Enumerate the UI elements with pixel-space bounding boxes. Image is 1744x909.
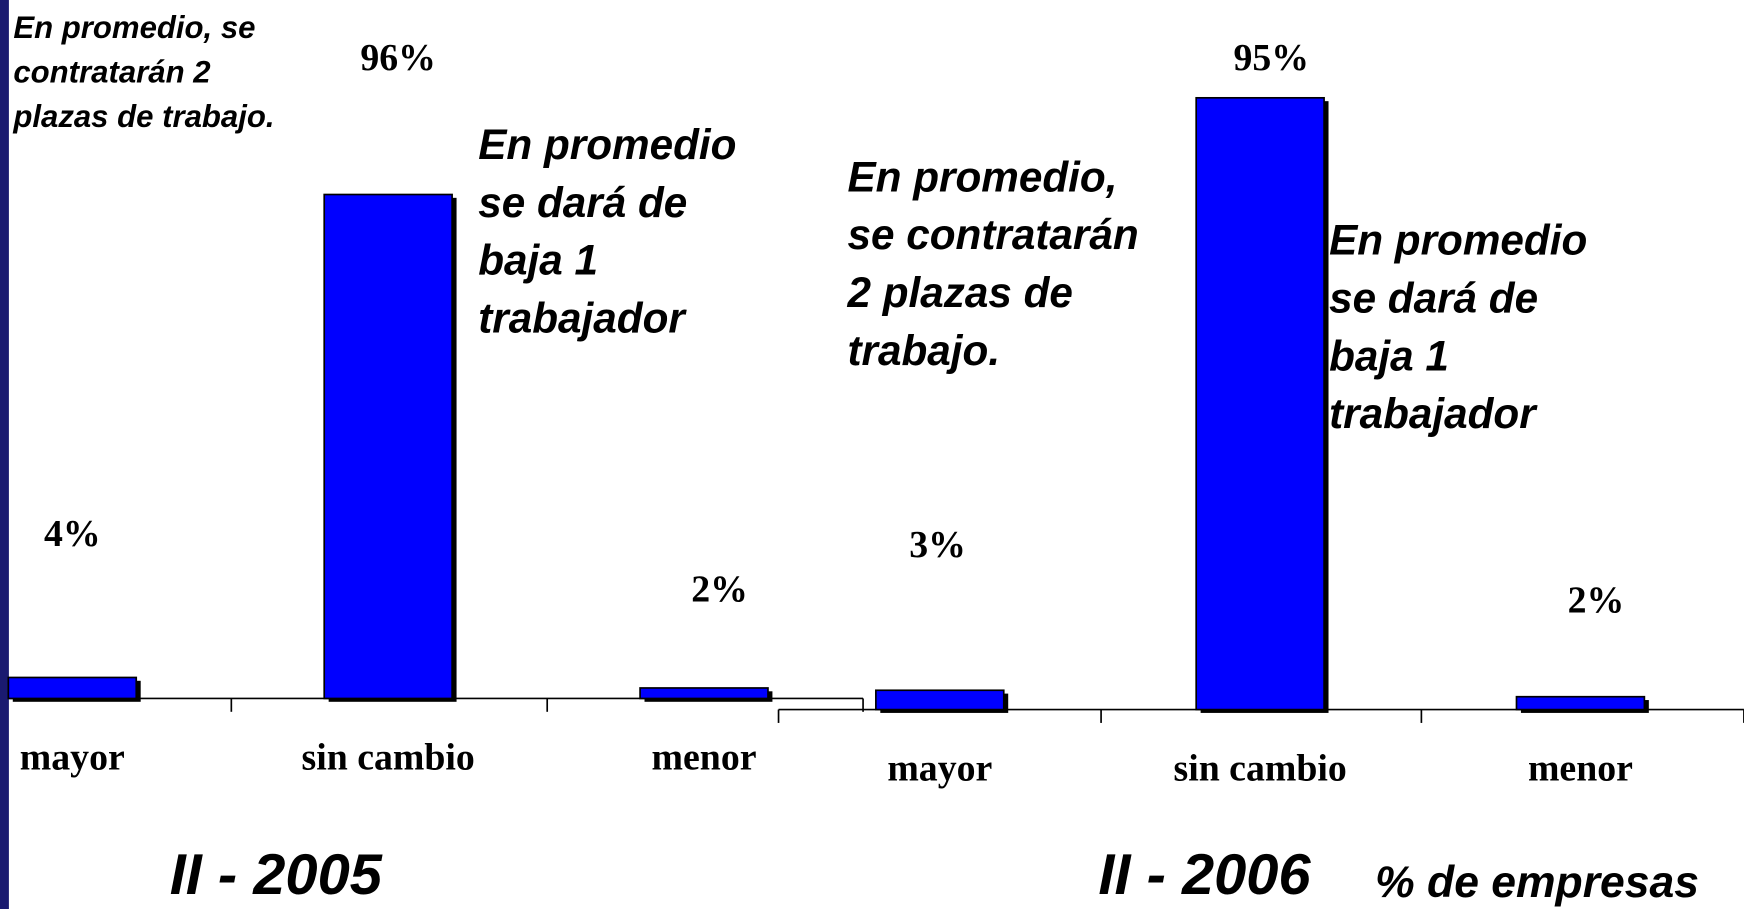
y-axis-label: % de empresas (1375, 858, 1699, 907)
annotation: baja 1 (1329, 332, 1449, 379)
x-tick-label: mayor (887, 748, 992, 790)
value-label: 3% (909, 524, 966, 566)
value-label: 2% (691, 568, 748, 610)
annotation: plazas de trabajo. (12, 99, 274, 134)
annotation: se contratarán (847, 211, 1138, 258)
bar (323, 193, 453, 700)
value-label: 2% (1568, 580, 1625, 622)
x-tick-label: menor (1528, 748, 1633, 790)
bar (875, 689, 1005, 711)
annotation: En promedio, se (13, 10, 255, 45)
annotation: se dará de (1329, 275, 1538, 322)
annotation: trabajador (478, 295, 687, 342)
value-label: 95% (1233, 37, 1309, 79)
chart-title: II - 2005 (170, 843, 383, 907)
annotation: se dará de (478, 179, 687, 226)
value-label: 96% (360, 37, 436, 79)
x-tick-label: sin cambio (302, 736, 475, 778)
annotation: En promedio (478, 121, 736, 168)
bar (1515, 695, 1646, 711)
x-tick-label: sin cambio (1173, 748, 1346, 790)
value-label: 4% (44, 513, 101, 555)
annotation: trabajador (1329, 390, 1538, 437)
x-tick-label: menor (652, 736, 757, 778)
bar (7, 676, 138, 700)
bar (1195, 96, 1325, 711)
annotation: contratarán 2 (13, 55, 210, 90)
x-tick-label: mayor (20, 736, 125, 778)
bar (639, 687, 769, 700)
annotation: baja 1 (478, 237, 598, 284)
annotation: En promedio (1329, 217, 1587, 264)
left-strip (0, 0, 9, 909)
chart-title: II - 2006 (1098, 843, 1311, 907)
annotation: trabajo. (847, 327, 1000, 374)
annotation: 2 plazas de (846, 269, 1072, 316)
annotation: En promedio, (847, 153, 1117, 200)
